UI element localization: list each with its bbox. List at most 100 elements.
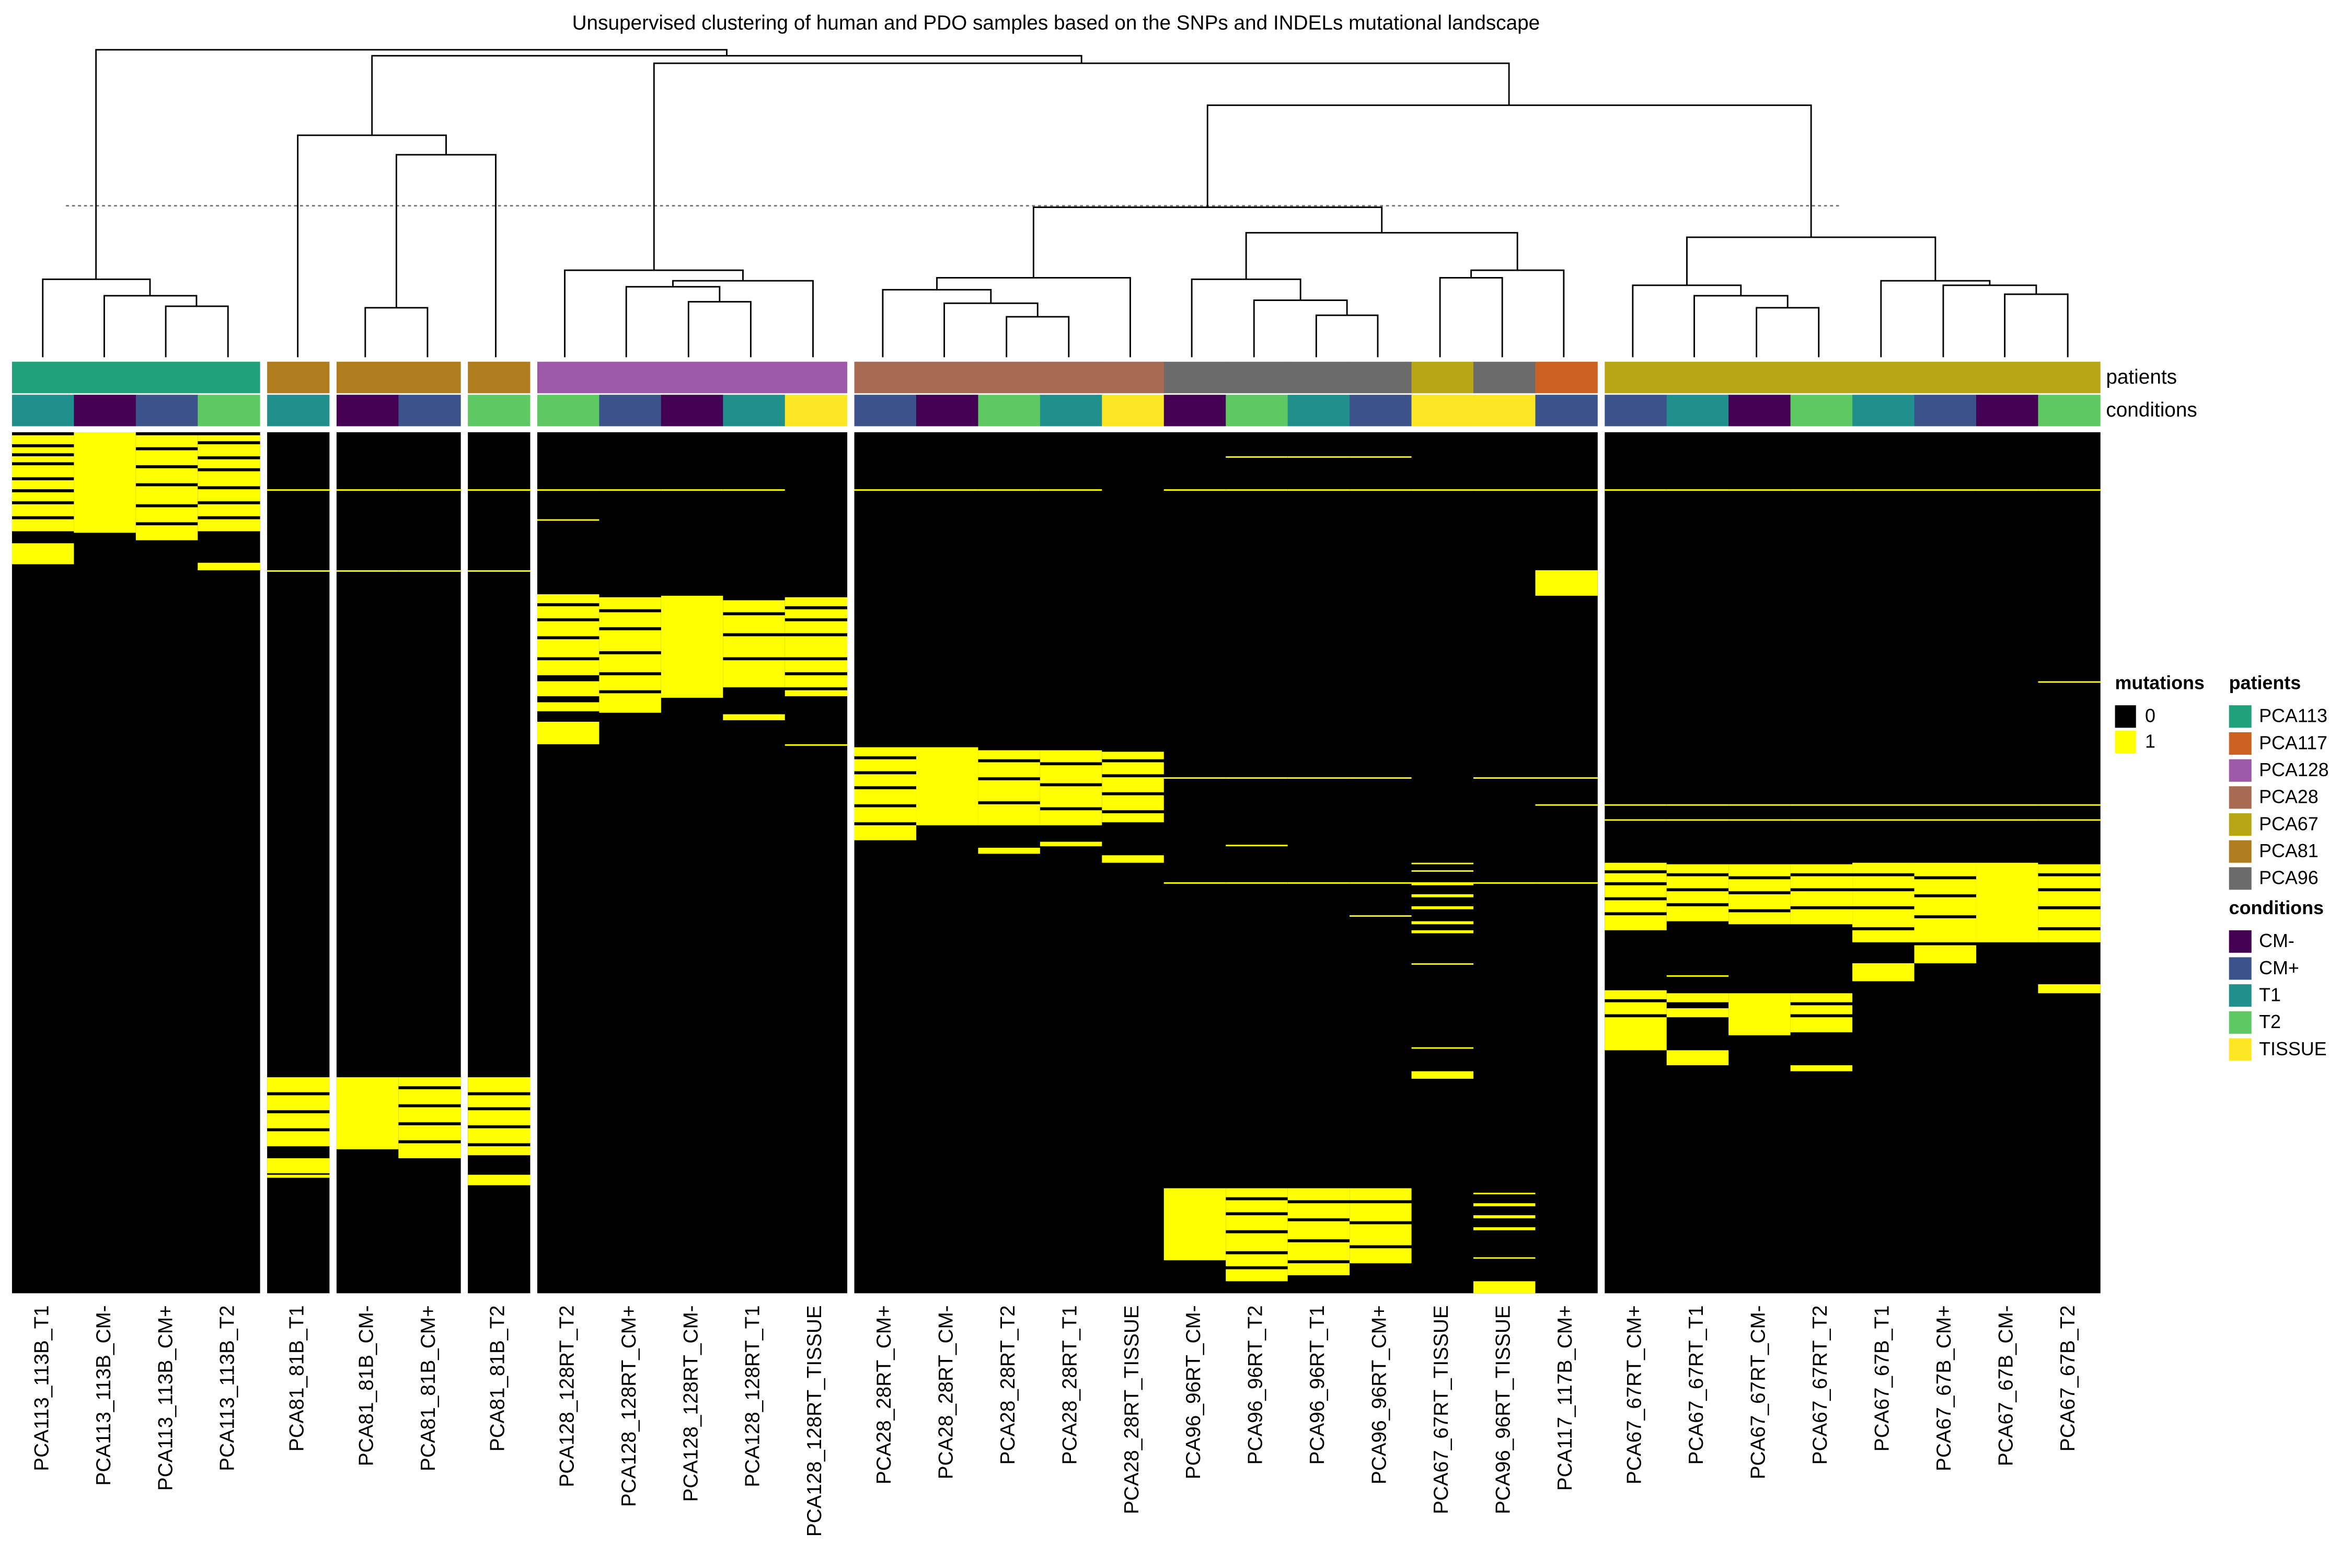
mutation-cell: [723, 714, 786, 721]
mutation-cell: [1535, 570, 1598, 596]
column-label: PCA96_96RT_TISSUE: [1492, 1305, 1514, 1514]
condition-cell: [198, 395, 260, 426]
mutation-cell: [537, 702, 600, 711]
mutation-cell: [1411, 1047, 1474, 1049]
mutation-cell: [599, 597, 662, 609]
patient-cell: [1040, 362, 1103, 394]
patient-cell: [198, 362, 260, 394]
mutation-cell: [198, 562, 260, 571]
heatmap-column: [1040, 432, 1103, 1294]
mutation-cell: [1350, 915, 1412, 917]
mutation-cell: [1790, 489, 1853, 491]
mutation-cell: [1287, 1263, 1350, 1275]
mutation-cell: [1473, 1227, 1536, 1230]
mutation-cell: [537, 639, 600, 658]
heatmap-column: [1350, 432, 1412, 1294]
mutation-cell: [1102, 752, 1165, 759]
mutation-cell: [1914, 945, 1977, 963]
mutation-cell: [1226, 1254, 1288, 1266]
mutation-cell: [11, 504, 75, 516]
condition-cell: [854, 395, 917, 426]
mutation-cell: [723, 600, 786, 613]
condition-cell: [1852, 395, 1915, 426]
mutation-cell: [398, 1077, 461, 1087]
mutation-cell: [1287, 1221, 1350, 1240]
patient-cell: [1287, 362, 1350, 394]
patient-cell: [537, 362, 600, 394]
mutation-cell: [135, 507, 199, 523]
mutation-cell: [1226, 882, 1288, 884]
patient-cell: [785, 362, 848, 394]
mutation-cell: [1605, 900, 1667, 913]
mutation-cell: [2038, 804, 2101, 806]
heatmap-column: [398, 432, 461, 1294]
heatmap-column: [1473, 432, 1536, 1294]
condition-cell: [661, 395, 724, 426]
mutation-cell: [1666, 804, 1730, 806]
annotation-name: patients: [2106, 366, 2177, 388]
patient-cell: [1666, 362, 1730, 394]
condition-cell: [785, 395, 848, 426]
legend-label: 0: [2145, 706, 2155, 727]
mutation-cell: [1605, 990, 1667, 999]
mutation-cell: [1728, 819, 1791, 821]
mutation-cell: [1605, 819, 1667, 821]
mutation-cell: [1914, 804, 1977, 806]
heatmap-column: [74, 432, 136, 1294]
condition-cell: [1666, 395, 1730, 426]
mutation-cell: [1040, 786, 1103, 808]
condition-cell: [11, 395, 75, 426]
mutation-cell: [1473, 1215, 1536, 1218]
mutation-cell: [854, 825, 917, 840]
mutation-cell: [1102, 762, 1165, 775]
heatmap-column: [537, 432, 600, 1294]
mutation-cell: [11, 492, 75, 502]
mutation-cell: [1605, 804, 1667, 806]
mutation-cell: [1790, 891, 1853, 906]
mutation-cell: [1852, 489, 1915, 491]
mutation-cell: [468, 1146, 531, 1156]
column-label: PCA128_128RT_T1: [742, 1305, 764, 1487]
mutation-cell: [267, 1158, 330, 1173]
column-label: PCA128_128RT_TISSUE: [803, 1305, 826, 1537]
condition-cell: [336, 395, 399, 426]
mutation-cell: [1728, 804, 1791, 806]
mutation-cell: [11, 447, 75, 454]
mutation-cell: [1852, 930, 1915, 942]
condition-cell: [1535, 395, 1598, 426]
mutation-cell: [267, 1174, 330, 1178]
mutation-cell: [267, 489, 330, 491]
mutation-cell: [1473, 1203, 1536, 1206]
column-label: PCA67_67B_T1: [1871, 1305, 1894, 1451]
mutation-cell: [1102, 813, 1165, 823]
mutation-cell: [978, 489, 1041, 491]
mutation-cell: [978, 847, 1041, 854]
mutation-cell: [11, 465, 75, 478]
mutation-cell: [267, 1131, 330, 1147]
legend-title: conditions: [2229, 897, 2324, 918]
mutation-cell: [1350, 1248, 1412, 1263]
patient-cell: [135, 362, 199, 394]
mutation-cell: [1350, 1188, 1412, 1201]
column-label: PCA81_81B_T1: [286, 1305, 308, 1451]
mutation-cell: [1287, 489, 1350, 491]
mutation-cell: [537, 594, 600, 604]
mutation-cell: [537, 519, 600, 521]
mutation-cell: [537, 660, 600, 675]
legend-label: 1: [2145, 731, 2155, 752]
patient-cell: [1226, 362, 1288, 394]
condition-cell: [74, 395, 136, 426]
heatmap-column: [468, 432, 531, 1294]
mutation-cell: [1790, 993, 1853, 1002]
condition-cell: [1102, 395, 1165, 426]
mutation-cell: [1790, 1065, 1853, 1071]
mutation-cell: [1852, 819, 1915, 821]
patient-cell: [599, 362, 662, 394]
mutation-cell: [1411, 882, 1474, 885]
legend-label: PCA117: [2259, 732, 2327, 753]
mutation-cell: [785, 744, 848, 746]
patient-cell: [11, 362, 75, 394]
mutation-cell: [198, 471, 260, 487]
patient-cell: [1976, 362, 2039, 394]
mutation-cell: [1473, 1281, 1536, 1294]
